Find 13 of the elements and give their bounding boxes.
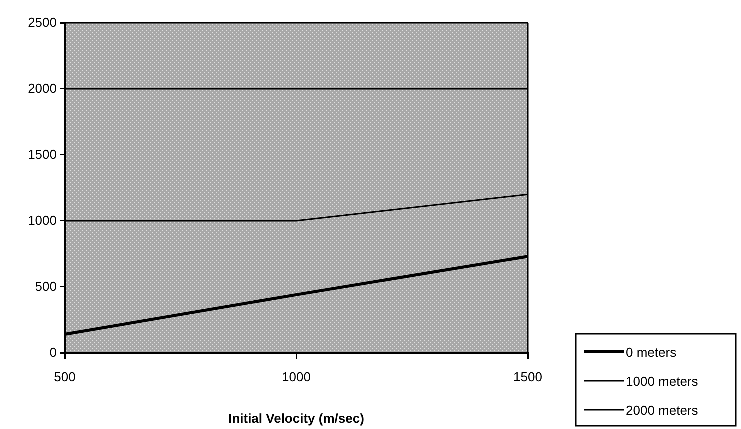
- y-tick-label: 2500: [28, 15, 57, 30]
- legend-label: 2000 meters: [626, 403, 699, 418]
- y-tick-label: 500: [35, 279, 57, 294]
- x-tick-label: 1500: [514, 370, 542, 384]
- legend-label: 0 meters: [626, 345, 678, 360]
- y-tick-label: 1000: [28, 213, 57, 228]
- y-tick-label: 1500: [28, 147, 57, 162]
- x-tick-label: 500: [54, 370, 76, 384]
- y-tick-label: 0: [50, 345, 57, 360]
- x-axis-title: Initial Velocity (m/sec): [228, 411, 364, 426]
- legend-label: 1000 meters: [626, 374, 699, 389]
- x-tick-label: 1000: [282, 370, 311, 384]
- y-tick-label: 2000: [28, 81, 57, 96]
